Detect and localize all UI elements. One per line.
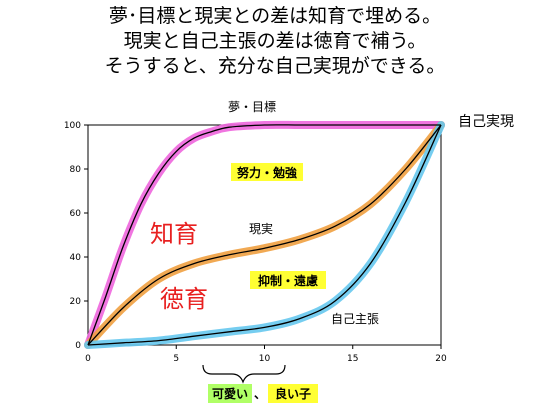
tokuiku-label: 徳育	[160, 285, 208, 313]
chart-title: 夢･目標と現実との差は知育で埋める。 現実と自己主張の差は徳育で補う。 そうする…	[0, 4, 550, 79]
iiko-highlight	[268, 384, 318, 403]
y-tick-label: 100	[64, 121, 81, 131]
restraint-label: 抑制・遠慮	[258, 273, 318, 288]
title-line-3: そうすると、充分な自己実現ができる。	[104, 55, 446, 77]
x-tick-label: 0	[85, 354, 91, 364]
kawaii-separator: 、	[254, 387, 266, 401]
series-dream-line	[87, 124, 441, 346]
axis-ticks: 0 5 10 15 20 0 20 40 60 80 100	[64, 121, 447, 364]
chiiku-label: 知育	[150, 220, 198, 248]
x-tick-label: 20	[435, 354, 447, 364]
effort-label: 努力・勉強	[237, 165, 297, 180]
series-label-self-assertion: 自己主張	[331, 312, 379, 326]
y-tick-label: 0	[75, 341, 81, 351]
series-reality-line	[87, 124, 442, 346]
x-tick-label: 5	[173, 354, 179, 364]
title-line-2: 現実と自己主張の差は徳育で補う。	[123, 30, 427, 52]
self-realization-label: 自己実現	[458, 114, 514, 130]
y-tick-label: 40	[70, 253, 82, 263]
effort-highlight	[231, 163, 303, 181]
series-self-assertion-line	[87, 124, 442, 346]
plot-area	[87, 124, 442, 346]
kawaii-highlight	[208, 384, 252, 403]
brace	[202, 364, 286, 384]
y-tick-label: 80	[70, 165, 82, 175]
kawaii-label: 可愛い	[212, 386, 248, 401]
iiko-label: 良い子	[275, 386, 311, 401]
x-tick-label: 10	[259, 354, 271, 364]
y-tick-label: 20	[70, 297, 82, 307]
y-tick-label: 60	[70, 209, 82, 219]
title-line-1: 夢･目標と現実との差は知育で埋める。	[108, 5, 442, 27]
series-label-dream: 夢・目標	[228, 100, 276, 114]
restraint-highlight	[250, 271, 326, 289]
series-line-layer	[87, 124, 442, 346]
series-label-reality: 現実	[249, 221, 273, 236]
x-tick-label: 15	[347, 354, 358, 364]
